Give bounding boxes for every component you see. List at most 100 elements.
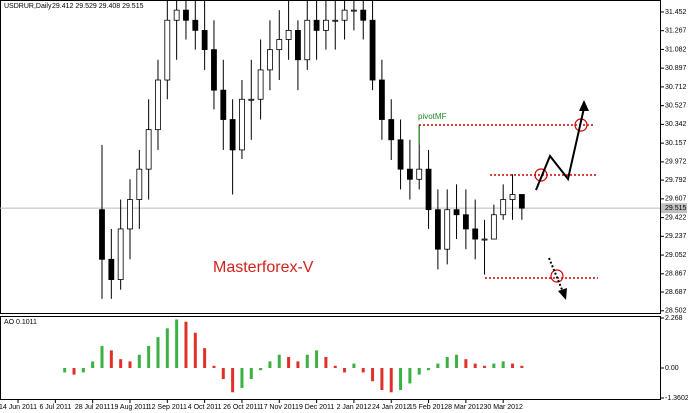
candle-body bbox=[285, 29, 292, 40]
y-tick-label: 30.157 bbox=[665, 140, 687, 147]
candle-body bbox=[341, 9, 348, 21]
watermark: Masterforex-V bbox=[213, 259, 314, 276]
candle-body bbox=[434, 209, 441, 250]
ao-bar bbox=[109, 350, 113, 369]
x-tick-label: 15 Feb 2012 bbox=[409, 404, 448, 411]
ao-bar bbox=[473, 363, 477, 369]
target-circle bbox=[534, 168, 548, 182]
x-tick-label: 17 Nov 2011 bbox=[260, 404, 299, 411]
candle-body bbox=[397, 139, 404, 170]
x-tick-label: 14 Jun 2011 bbox=[0, 404, 37, 411]
ao-bar bbox=[520, 365, 524, 369]
candle-body bbox=[481, 238, 488, 241]
candle-body bbox=[378, 79, 385, 120]
candle-body bbox=[276, 39, 283, 51]
ao-bar bbox=[259, 368, 263, 371]
ao-bar bbox=[483, 365, 487, 369]
x-tick-label: 9 Dec 2011 bbox=[299, 404, 334, 411]
ao-bar bbox=[445, 356, 449, 369]
candle-body bbox=[145, 129, 152, 170]
y-tick-label: 30.527 bbox=[665, 102, 687, 109]
candle-body bbox=[313, 19, 320, 31]
indicator-title: AO 0.1011 bbox=[4, 319, 37, 326]
x-tick-label: 24 Jan 2012 bbox=[372, 404, 411, 411]
ao-bar bbox=[119, 359, 123, 369]
last-price-label: 29.515 bbox=[665, 205, 687, 212]
candle-body bbox=[117, 228, 124, 280]
candle-body bbox=[332, 19, 339, 22]
arrow-head bbox=[579, 100, 589, 111]
ao-bar bbox=[371, 368, 375, 382]
x-tick-label: 8 Mar 2012 bbox=[448, 404, 484, 411]
candle-body bbox=[369, 19, 376, 81]
candle-body bbox=[173, 9, 180, 21]
candle-body bbox=[267, 49, 273, 71]
x-tick-label: 26 Oct 2011 bbox=[223, 404, 261, 411]
ao-bar bbox=[231, 368, 235, 393]
target-circle bbox=[550, 269, 564, 283]
ao-bar bbox=[399, 368, 403, 391]
ao-bar bbox=[492, 363, 496, 369]
ao-bar bbox=[184, 321, 188, 369]
y-tick-label: -1.3602 bbox=[665, 395, 688, 402]
ao-bar bbox=[324, 356, 328, 369]
candle-body bbox=[453, 209, 460, 216]
ao-bar bbox=[408, 368, 412, 384]
candle-body bbox=[388, 119, 395, 141]
ao-bar bbox=[352, 363, 356, 369]
candle-body bbox=[136, 168, 143, 200]
y-tick-label: 29.792 bbox=[665, 177, 687, 184]
y-tick-label: 28.502 bbox=[665, 308, 687, 315]
candle-body bbox=[155, 79, 161, 131]
y-tick-label: 29.607 bbox=[665, 196, 687, 203]
x-tick-label: 6 Jul 2011 bbox=[39, 404, 71, 411]
y-tick-label: 30.712 bbox=[665, 84, 687, 91]
x-tick-label: 30 Mar 2012 bbox=[484, 404, 523, 411]
candle-body bbox=[248, 98, 255, 101]
ao-bar bbox=[287, 356, 291, 369]
ao-bar bbox=[296, 361, 300, 369]
y-tick-label: 30.342 bbox=[665, 121, 687, 128]
candle-body bbox=[323, 19, 329, 31]
candle-body bbox=[295, 29, 301, 61]
ao-bar bbox=[389, 368, 393, 393]
y-tick-label: 29.972 bbox=[665, 159, 687, 166]
x-tick-label: 19 Aug 2011 bbox=[111, 404, 150, 411]
candle-body bbox=[99, 209, 105, 260]
ao-bar bbox=[175, 319, 179, 369]
candle-body bbox=[183, 9, 189, 21]
y-tick-label: 28.687 bbox=[665, 289, 687, 296]
candle-body bbox=[472, 228, 479, 240]
ao-bar bbox=[128, 361, 132, 369]
ao-bar bbox=[464, 359, 468, 369]
ao-bar bbox=[91, 361, 95, 369]
ao-bar bbox=[147, 345, 151, 369]
last-price-box bbox=[661, 203, 687, 214]
ao-bar bbox=[315, 350, 319, 369]
y-tick-label: 31.267 bbox=[665, 28, 687, 35]
ao-bar bbox=[277, 354, 281, 369]
candle-body bbox=[257, 69, 264, 100]
y-tick-label: 2.268 bbox=[665, 315, 683, 322]
candle-body bbox=[490, 214, 497, 240]
ao-bar bbox=[221, 368, 225, 380]
x-tick-label: 12 Sep 2011 bbox=[148, 404, 187, 411]
annotations bbox=[418, 100, 598, 300]
ao-bar bbox=[165, 328, 169, 369]
candle-body bbox=[444, 209, 451, 250]
candle-body bbox=[108, 258, 115, 280]
ao-bar bbox=[100, 345, 104, 369]
candle-body bbox=[164, 19, 171, 81]
y-tick-label: 30.897 bbox=[665, 65, 687, 72]
ao-bar bbox=[193, 332, 197, 369]
ao-bar bbox=[63, 368, 67, 373]
y-tick-label: 0.00 bbox=[665, 365, 679, 372]
indicator-pane bbox=[0, 316, 661, 400]
ao-bar bbox=[511, 363, 515, 369]
ao-bar bbox=[501, 361, 505, 369]
candle-body bbox=[211, 49, 217, 91]
candle-body bbox=[127, 199, 133, 230]
arrow-head bbox=[558, 288, 567, 300]
y-tick-label: 28.867 bbox=[665, 271, 687, 278]
